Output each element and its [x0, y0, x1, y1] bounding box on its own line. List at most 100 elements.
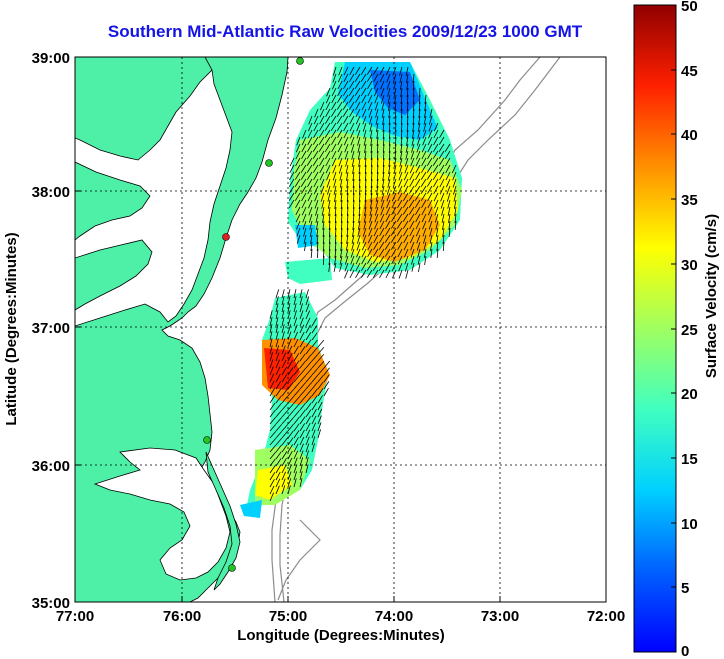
velocity-vector [311, 388, 318, 397]
velocity-vector [439, 129, 445, 138]
velocity-vector [269, 352, 273, 362]
y-tick-label: 36:00 [32, 458, 70, 475]
velocity-vector [287, 430, 294, 439]
velocity-vector [346, 220, 349, 231]
velocity-vector [397, 248, 403, 258]
velocity-vector [364, 185, 367, 196]
velocity-vector [370, 143, 373, 153]
velocity-vector [424, 94, 427, 104]
colorbar [633, 4, 677, 653]
velocity-vector [338, 66, 343, 76]
velocity-vector [381, 101, 385, 111]
velocity-vector [307, 185, 313, 195]
velocity-vector [384, 227, 391, 236]
velocity-vector [328, 248, 331, 259]
velocity-vector [379, 269, 385, 278]
velocity-vector [351, 150, 355, 160]
velocity-vector [394, 108, 397, 119]
velocity-vector [331, 87, 337, 97]
velocity-vector [392, 269, 397, 279]
velocity-vector [351, 157, 355, 167]
velocity-vector [293, 457, 298, 467]
velocity-vector [325, 108, 331, 117]
velocity-vector [422, 136, 427, 146]
velocity-vector [328, 262, 331, 272]
velocity-vector [356, 129, 361, 139]
velocity-vector [305, 388, 313, 397]
velocity-vector [340, 234, 343, 244]
velocity-vector [334, 192, 337, 202]
velocity-vector [415, 213, 421, 223]
velocity-vector [313, 115, 319, 125]
velocity-vector [404, 255, 409, 265]
velocity-vector [269, 373, 275, 383]
velocity-vector [334, 206, 337, 217]
velocity-vector [399, 73, 403, 83]
velocity-vector [319, 157, 325, 167]
velocity-vector [295, 199, 301, 208]
velocity-vector [421, 199, 427, 208]
station-marker [296, 57, 304, 65]
velocity-vector [288, 192, 295, 201]
velocity-vector [454, 220, 457, 231]
velocity-vector [287, 409, 295, 418]
velocity-vector [311, 367, 319, 376]
velocity-vector [326, 171, 331, 181]
velocity-vector [389, 136, 391, 147]
velocity-vector [417, 129, 421, 139]
velocity-vector [388, 164, 391, 174]
velocity-vector [379, 227, 385, 236]
map-title: Southern Mid-Atlantic Raw Velocities 200… [107, 22, 583, 41]
velocity-vector [302, 129, 307, 139]
velocity-vector [368, 108, 373, 118]
velocity-vector [411, 136, 415, 146]
velocity-vector [299, 339, 305, 348]
velocity-vector [398, 178, 403, 188]
y-tick-label: 35:00 [32, 595, 70, 612]
velocity-vector [349, 122, 355, 132]
velocity-vector [394, 101, 397, 111]
velocity-vector [275, 317, 279, 327]
velocity-vector [293, 416, 300, 425]
velocity-vector [287, 310, 291, 320]
velocity-vector [393, 164, 397, 174]
velocity-vector [346, 213, 349, 224]
velocity-vector [314, 199, 319, 209]
velocity-vector [329, 234, 331, 245]
velocity-vector [349, 262, 355, 272]
velocity-vector [293, 367, 300, 376]
velocity-vector [374, 206, 379, 216]
velocity-vector [355, 108, 361, 118]
velocity-vector [293, 296, 297, 306]
velocity-vector [323, 241, 325, 252]
velocity-vector [317, 353, 325, 362]
velocity-vector [323, 360, 331, 369]
velocity-vector [430, 248, 433, 258]
velocity-vector [275, 471, 281, 481]
velocity-vector [405, 66, 409, 76]
velocity-vector [421, 206, 427, 216]
velocity-vector [341, 213, 343, 224]
velocity-vector [287, 478, 292, 488]
velocity-vector [439, 185, 445, 195]
velocity-vector [327, 185, 331, 195]
velocity-vector [334, 241, 337, 252]
velocity-vector [293, 324, 298, 334]
velocity-vector [355, 115, 361, 125]
velocity-vector [446, 192, 451, 202]
velocity-vector [406, 73, 409, 83]
velocity-vector [433, 143, 439, 152]
velocity-vector [403, 241, 409, 251]
velocity-vector [427, 199, 433, 209]
velocity-vector [453, 192, 457, 202]
velocity-vector [275, 478, 281, 488]
velocity-vector [388, 157, 391, 167]
velocity-vector [281, 451, 288, 460]
velocity-vector [293, 381, 301, 390]
velocity-vector [287, 471, 292, 481]
velocity-vector [428, 122, 433, 132]
velocity-vector [336, 122, 343, 131]
velocity-vector [415, 220, 421, 230]
velocity-vector [358, 213, 361, 223]
velocity-vector [296, 220, 301, 230]
